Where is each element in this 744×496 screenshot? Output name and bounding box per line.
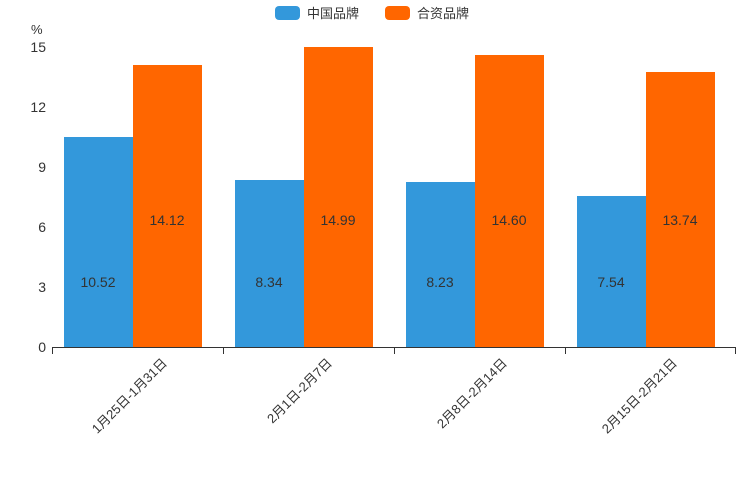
legend-swatch-icon xyxy=(274,6,300,20)
bar-china-brand[interactable]: 7.54 xyxy=(576,196,646,347)
bar-china-brand[interactable]: 10.52 xyxy=(63,136,133,347)
bar-china-brand[interactable]: 8.34 xyxy=(234,180,304,347)
bar-value-label: 13.74 xyxy=(662,212,698,228)
y-axis-tick-label: 0 xyxy=(38,339,46,355)
legend-item-china-brand[interactable]: 中国品牌 xyxy=(274,5,359,21)
x-axis-category-label: 2月1日-2月7日 xyxy=(264,355,335,427)
x-axis-tick xyxy=(52,347,53,354)
bar-value-label: 8.23 xyxy=(426,274,454,290)
bar-value-label: 7.54 xyxy=(597,274,625,290)
bar-joint-venture-brand[interactable]: 14.12 xyxy=(132,64,202,347)
y-axis-unit-label: % xyxy=(31,22,43,37)
legend-item-label: 合资品牌 xyxy=(417,5,470,21)
legend-item-label: 中国品牌 xyxy=(306,5,359,21)
bar-value-label: 14.12 xyxy=(149,212,185,228)
bar-china-brand[interactable]: 8.23 xyxy=(405,182,475,347)
y-axis-tick-label: 15 xyxy=(30,39,46,55)
x-axis-tick xyxy=(565,347,566,354)
y-axis-tick-label: 9 xyxy=(38,159,46,175)
y-axis-tick-label: 12 xyxy=(30,99,46,115)
y-axis-tick-label: 6 xyxy=(38,219,46,235)
y-axis: 15 12 9 6 3 0 xyxy=(0,0,46,496)
y-axis-tick-label: 3 xyxy=(38,279,46,295)
bar-value-label: 8.34 xyxy=(255,274,283,290)
x-axis-category-label: 2月8日-2月14日 xyxy=(433,355,510,432)
bar-joint-venture-brand[interactable]: 14.99 xyxy=(303,47,373,347)
bar-joint-venture-brand[interactable]: 13.74 xyxy=(645,72,715,347)
x-axis-tick xyxy=(394,347,395,354)
plot-area: 10.52 8.34 8.23 7.54 14.12 14.99 14.60 13.74 xyxy=(52,47,736,347)
bar-joint-venture-brand[interactable]: 14.60 xyxy=(474,55,544,347)
x-axis-tick xyxy=(223,347,224,354)
bar-value-label: 14.99 xyxy=(320,212,356,228)
legend-item-joint-venture-brand[interactable]: 合资品牌 xyxy=(385,6,469,20)
x-axis-category-label: 1月25日-1月31日 xyxy=(88,355,170,437)
x-axis-tick xyxy=(735,347,736,354)
legend-swatch-icon xyxy=(385,6,410,20)
bar-value-label: 10.52 xyxy=(80,274,116,290)
chart-legend: 中国品牌 合资品牌 xyxy=(0,6,744,20)
bar-value-label: 14.60 xyxy=(491,212,527,228)
x-axis-category-label: 2月15日-2月21日 xyxy=(598,355,680,437)
